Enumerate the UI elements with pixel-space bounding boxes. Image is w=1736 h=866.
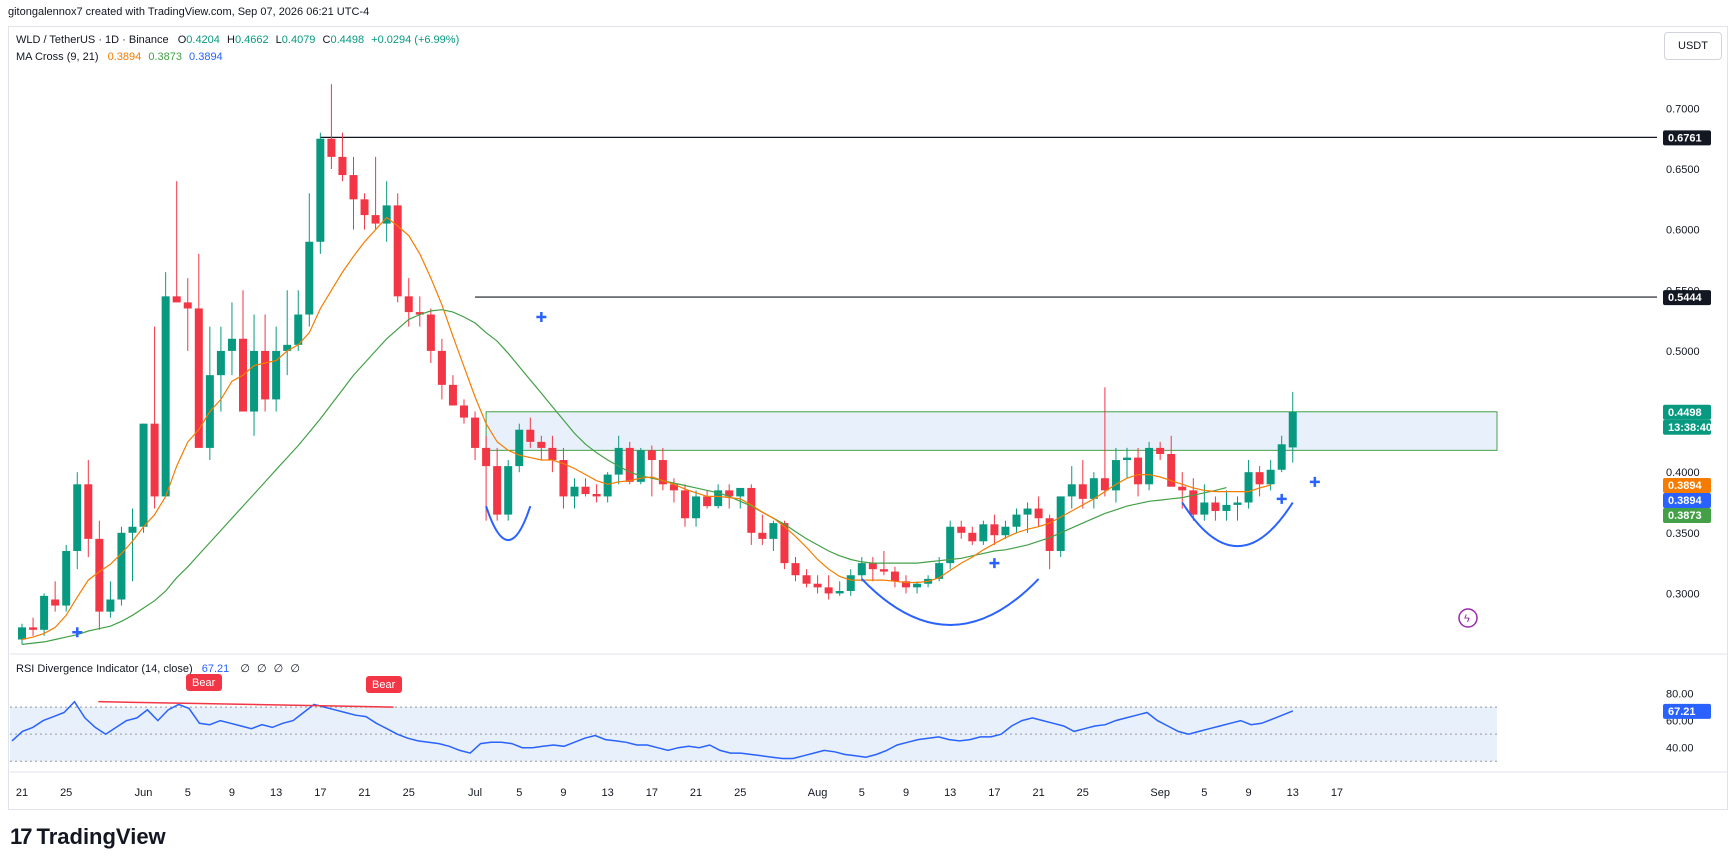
chart-frame bbox=[8, 26, 1728, 810]
ma-indicator-name[interactable]: MA Cross (9, 21) bbox=[16, 51, 99, 63]
empty-plot-value: ∅ bbox=[257, 663, 267, 675]
ma21-value: 0.3873 bbox=[148, 51, 182, 63]
close-label: C bbox=[322, 34, 331, 46]
rsi-value: 67.21 bbox=[201, 663, 230, 675]
open-value: 0.4204 bbox=[186, 34, 220, 46]
ma-cross-value: 0.3894 bbox=[189, 51, 223, 63]
empty-plot-value: ∅ bbox=[290, 663, 300, 675]
attribution-text: gitongalennox7 created with TradingView.… bbox=[8, 6, 370, 18]
symbol-name[interactable]: WLD / TetherUS · 1D · Binance bbox=[16, 34, 169, 46]
tradingview-logo-icon: 17 bbox=[10, 824, 33, 849]
empty-plot-value: ∅ bbox=[240, 663, 250, 675]
ma9-value: 0.3894 bbox=[107, 51, 142, 63]
change-value: +0.0294 (+6.99%) bbox=[371, 34, 460, 46]
ma-legend: MA Cross (9, 21) 0.3894 0.3873 0.3894 bbox=[16, 51, 227, 63]
close-value: 0.4498 bbox=[330, 34, 365, 46]
low-label: L bbox=[275, 34, 282, 46]
rsi-legend: RSI Divergence Indicator (14, close) 67.… bbox=[16, 662, 304, 675]
empty-plot-value: ∅ bbox=[273, 663, 284, 675]
open-label: O bbox=[177, 34, 187, 46]
rsi-indicator-name[interactable]: RSI Divergence Indicator (14, close) bbox=[16, 663, 193, 675]
symbol-legend: WLD / TetherUS · 1D · Binance O0.4204 H0… bbox=[16, 34, 463, 46]
tradingview-logo[interactable]: 17 TradingView bbox=[10, 824, 166, 850]
low-value: 0.4079 bbox=[281, 34, 316, 46]
brand-name: TradingView bbox=[36, 824, 166, 849]
currency-button[interactable]: USDT bbox=[1664, 32, 1722, 60]
high-value: 0.4662 bbox=[234, 34, 269, 46]
high-label: H bbox=[226, 34, 235, 46]
